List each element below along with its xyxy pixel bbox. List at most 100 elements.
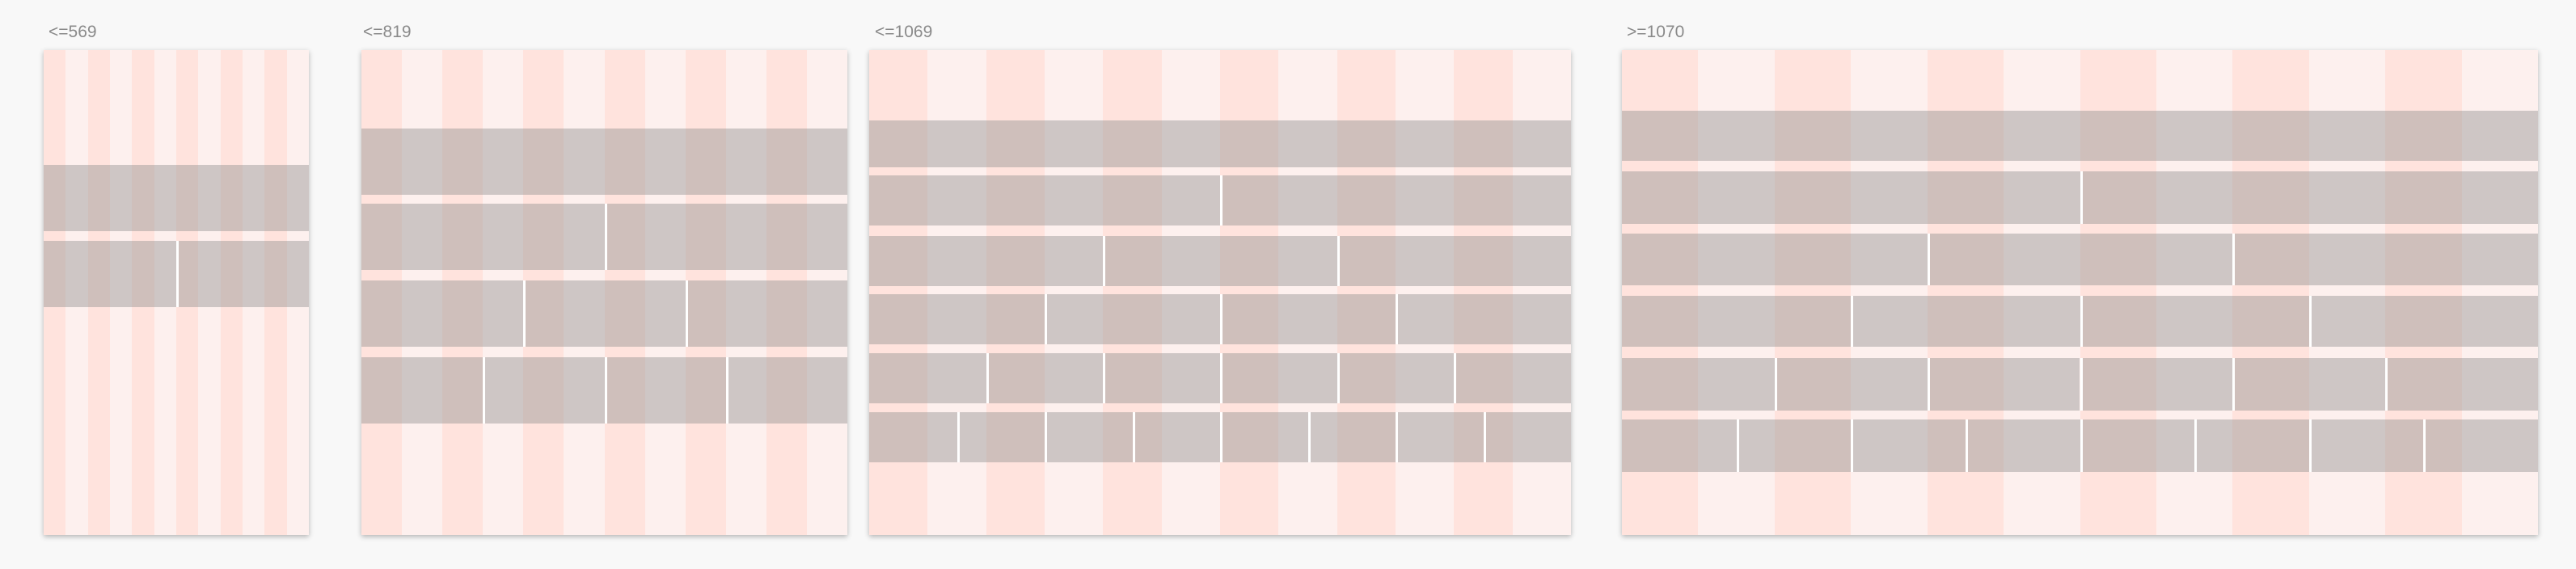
grid-column — [1045, 50, 1104, 535]
grid-block — [1337, 353, 1455, 403]
grid-column — [1512, 50, 1571, 535]
grid-block — [1454, 353, 1571, 403]
grid-block — [1045, 412, 1133, 462]
grid-column — [1851, 50, 1928, 535]
grid-block — [1622, 419, 1737, 472]
grid-block — [1927, 358, 2080, 411]
grid-panel-1 — [44, 50, 309, 535]
grid-block — [2232, 234, 2538, 285]
grid-block — [1622, 234, 1928, 285]
grid-column — [2004, 50, 2080, 535]
grid-block — [2194, 419, 2309, 472]
grid-block — [2308, 296, 2538, 347]
grid-block — [1774, 358, 1928, 411]
grid-block — [725, 357, 847, 424]
grid-block — [1103, 353, 1220, 403]
grid-block — [986, 353, 1104, 403]
grid-column — [1278, 50, 1337, 535]
grid-row — [869, 120, 1571, 167]
grid-column — [1698, 50, 1775, 535]
grid-column — [110, 50, 133, 535]
grid-column — [44, 50, 66, 535]
grid-block — [361, 280, 524, 347]
grid-block — [1045, 294, 1220, 344]
grid-row — [869, 353, 1571, 403]
grid-column — [806, 50, 847, 535]
grid-column — [869, 50, 928, 535]
grid-column — [1454, 50, 1513, 535]
grid-block — [1965, 419, 2080, 472]
grid-column — [1927, 50, 2004, 535]
grid-column — [132, 50, 154, 535]
grid-column — [2461, 50, 2538, 535]
grid-block — [1851, 419, 1966, 472]
grid-block — [361, 357, 484, 424]
grid-column — [442, 50, 484, 535]
grid-panel-4 — [1622, 50, 2538, 535]
grid-row — [44, 241, 309, 307]
grid-row — [1622, 419, 2538, 472]
grid-column — [2232, 50, 2309, 535]
grid-row — [361, 129, 847, 195]
grid-row — [869, 236, 1571, 286]
grid-column — [644, 50, 686, 535]
grid-row — [361, 357, 847, 424]
grid-block — [2423, 419, 2538, 472]
grid-row — [869, 175, 1571, 225]
grid-panel-3 — [869, 50, 1571, 535]
grid-column — [176, 50, 199, 535]
grid-block — [1622, 171, 2080, 224]
grid-column — [483, 50, 524, 535]
grid-block — [604, 204, 847, 270]
grid-column — [766, 50, 807, 535]
grid-row — [1622, 111, 2538, 161]
grid-column — [264, 50, 287, 535]
grid-block — [604, 357, 726, 424]
grid-block — [869, 120, 1571, 167]
grid-block — [483, 357, 605, 424]
grid-block — [2308, 419, 2424, 472]
grid-block — [685, 280, 847, 347]
grid-block — [1736, 419, 1852, 472]
grid-column — [1220, 50, 1279, 535]
grid-column — [604, 50, 645, 535]
grid-block — [869, 175, 1220, 225]
grid-block — [1483, 412, 1571, 462]
grid-row — [361, 280, 847, 347]
breakpoint-label-3: <=1069 — [875, 23, 933, 41]
breakpoint-label-1: <=569 — [49, 23, 97, 41]
grid-block — [44, 165, 309, 231]
grid-column — [286, 50, 309, 535]
grid-row — [869, 412, 1571, 462]
grid-block — [1220, 412, 1308, 462]
grid-column — [1161, 50, 1220, 535]
grid-row — [1622, 234, 2538, 285]
grid-block — [2232, 358, 2386, 411]
grid-panel-2 — [361, 50, 847, 535]
grid-column — [361, 50, 403, 535]
grid-column — [1337, 50, 1396, 535]
breakpoint-label-4: >=1070 — [1627, 23, 1685, 41]
grid-block — [2080, 296, 2309, 347]
grid-block — [361, 204, 605, 270]
grid-block — [1220, 353, 1337, 403]
grid-block — [869, 353, 986, 403]
grid-row — [869, 294, 1571, 344]
grid-block — [869, 412, 957, 462]
grid-column — [725, 50, 766, 535]
grid-block — [956, 412, 1045, 462]
grid-block — [44, 241, 176, 307]
grid-column — [87, 50, 110, 535]
grid-column — [564, 50, 605, 535]
grid-block — [1220, 175, 1571, 225]
grid-column — [685, 50, 726, 535]
grid-row — [44, 165, 309, 231]
grid-block — [1622, 111, 2538, 161]
grid-column — [1774, 50, 1852, 535]
grid-column — [2385, 50, 2462, 535]
grid-block — [1103, 236, 1337, 286]
grid-block — [1622, 358, 1775, 411]
grid-column — [198, 50, 221, 535]
breakpoint-label-2: <=819 — [363, 23, 412, 41]
grid-column — [243, 50, 265, 535]
